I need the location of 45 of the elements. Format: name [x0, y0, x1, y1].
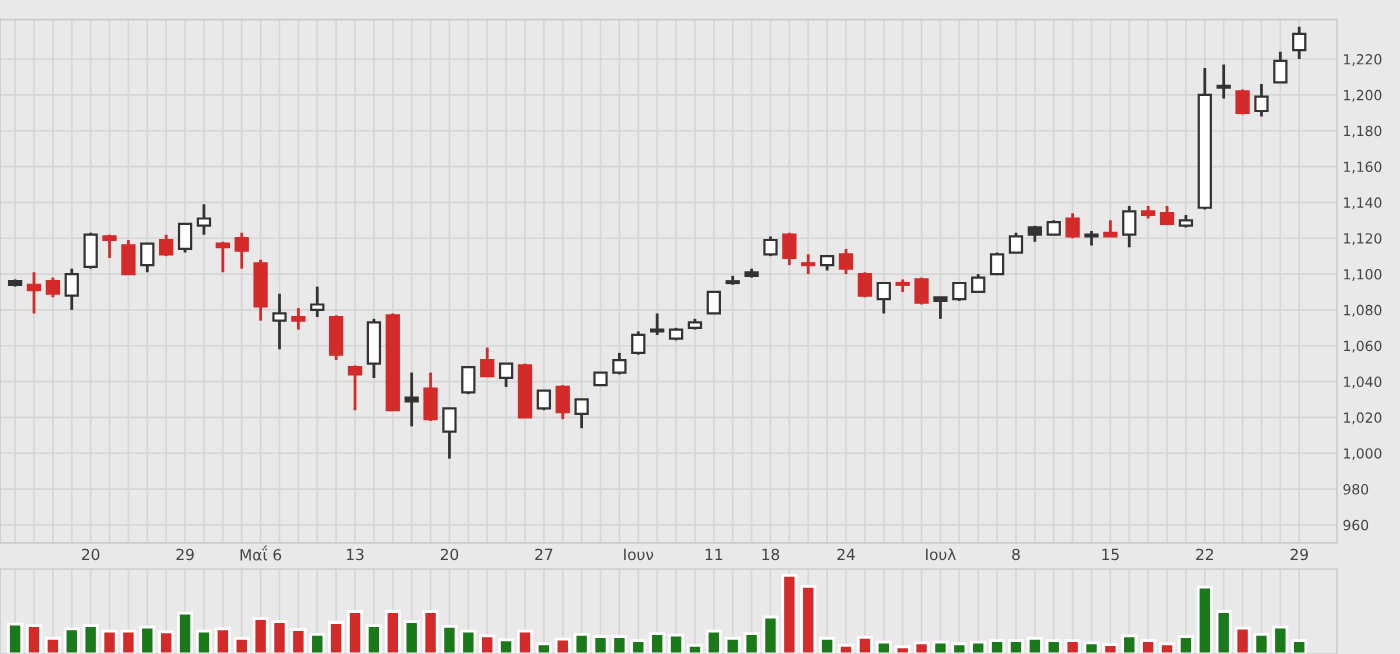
candlestick: [914, 276, 929, 306]
candlestick: [423, 371, 438, 423]
candlestick: [933, 295, 948, 321]
candlestick: [857, 270, 873, 299]
candlestick: [64, 267, 79, 312]
candlestick: [1235, 88, 1250, 116]
candlestick: [1065, 211, 1080, 240]
candlestick: [650, 312, 665, 337]
candlestick: [876, 281, 891, 315]
candlestick: [1008, 231, 1024, 254]
candlestick: [159, 233, 174, 258]
candlestick: [291, 306, 306, 331]
candlestick: [253, 258, 268, 323]
candlestick: [442, 407, 457, 460]
candlestick: [328, 313, 344, 362]
candlestick: [215, 240, 230, 274]
candlestick: [631, 330, 646, 357]
candlestick: [1216, 63, 1231, 100]
candlestick: [234, 231, 249, 271]
candlestick: [1292, 25, 1307, 61]
candlestick: [310, 285, 325, 319]
candlestick: [574, 398, 589, 430]
candlestick: [838, 247, 854, 276]
candlestick: [140, 242, 155, 274]
candlestick: [347, 364, 363, 412]
candlestick: [461, 365, 476, 396]
candlestick: [480, 346, 495, 378]
candlestick: [404, 371, 419, 428]
candlestick: [83, 231, 98, 271]
candlestick: [177, 222, 193, 254]
candlestick: [26, 270, 42, 315]
candlestick: [196, 202, 212, 237]
candlestick: [1254, 82, 1269, 118]
candlestick: [801, 252, 816, 276]
candlestick: [782, 231, 797, 267]
candlestick: [45, 276, 61, 299]
candlestick: [1273, 50, 1288, 84]
candlestick: [763, 235, 778, 258]
candlestick: [1122, 204, 1137, 249]
candlestick: [121, 238, 136, 276]
candlestick: [498, 362, 514, 389]
candlestick: [555, 383, 570, 421]
candlestick: [366, 317, 382, 380]
candlestick: [706, 290, 721, 315]
candlestick: [272, 292, 287, 351]
